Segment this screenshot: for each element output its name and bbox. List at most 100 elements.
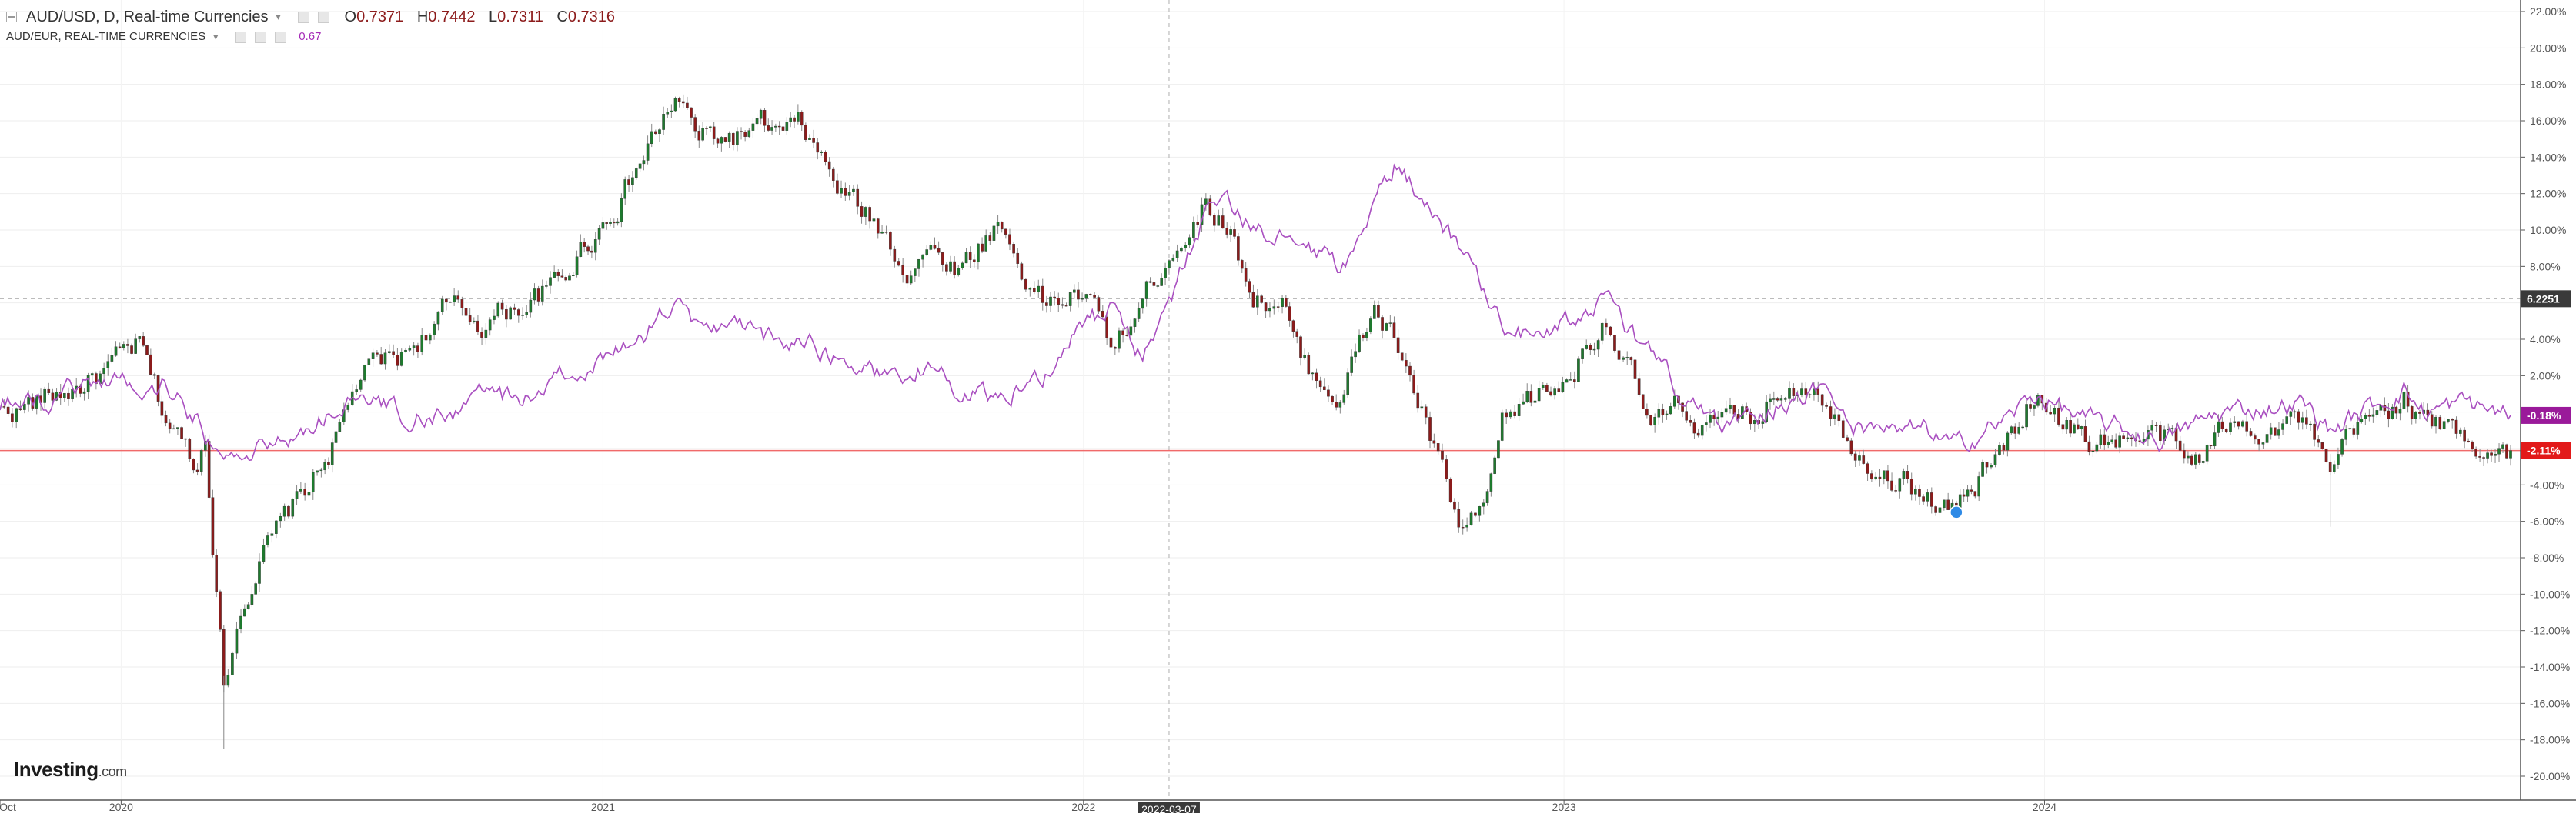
candle-body <box>1637 378 1641 395</box>
candle <box>2348 428 2352 431</box>
candle-body <box>785 122 789 131</box>
candle <box>420 328 424 356</box>
candle-body <box>1240 260 1244 269</box>
candle <box>2414 410 2417 424</box>
candle <box>1164 262 1167 285</box>
candle <box>884 225 888 235</box>
eye-icon[interactable] <box>235 31 247 43</box>
candle-body <box>2332 464 2336 472</box>
candle <box>755 113 759 131</box>
candle <box>1285 295 1288 308</box>
candle <box>2182 443 2186 464</box>
candle-body <box>1469 512 1473 525</box>
candle <box>921 254 924 268</box>
candle <box>1000 221 1004 233</box>
candle <box>1240 258 1244 274</box>
candle <box>1118 327 1121 353</box>
candle <box>219 589 222 632</box>
eye-icon[interactable] <box>297 11 309 23</box>
candle <box>1665 410 1669 420</box>
candle-body <box>1926 492 1929 502</box>
candle <box>1553 385 1556 400</box>
candle-body <box>789 117 792 122</box>
event-marker-icon[interactable] <box>1950 505 1963 519</box>
candle-body <box>1323 386 1326 391</box>
candle-body <box>820 152 824 153</box>
legend-symbol[interactable]: AUD/USD, D, Real-time Currencies <box>26 8 269 25</box>
candle <box>1109 336 1113 354</box>
candle <box>1323 378 1326 391</box>
candle <box>2122 432 2125 439</box>
candle-body <box>759 110 763 119</box>
candle-body <box>2418 412 2421 414</box>
chevron-down-icon[interactable]: ▾ <box>276 12 281 22</box>
candle-body <box>1377 305 1380 318</box>
candle-body <box>1998 445 2001 455</box>
candle-body <box>2265 434 2269 443</box>
candle-body <box>705 128 708 129</box>
candle-body <box>219 591 222 630</box>
candle <box>1533 393 1537 408</box>
candle <box>1342 389 1346 405</box>
candle <box>2103 429 2107 450</box>
candle-body <box>2438 416 2442 429</box>
candle-body <box>1585 345 1589 349</box>
candle-body <box>1125 335 1129 336</box>
chevron-down-icon[interactable]: ▾ <box>213 32 219 42</box>
candle <box>1057 292 1061 312</box>
candle-body <box>1700 425 1704 436</box>
candle <box>1973 491 1977 499</box>
candle-body <box>1303 355 1306 358</box>
candle-body <box>2017 426 2021 434</box>
candle-body <box>215 555 219 592</box>
candle-body <box>235 628 239 654</box>
candle-body <box>1400 352 1404 361</box>
candle-body <box>2430 414 2434 427</box>
candle <box>529 292 533 318</box>
candle <box>2494 449 2497 463</box>
candle <box>972 254 976 268</box>
candle-body <box>1525 391 1529 402</box>
candle-body <box>2505 444 2508 459</box>
candle-body <box>1248 281 1251 293</box>
candle-body <box>808 138 811 140</box>
candle <box>1093 292 1096 299</box>
close-icon[interactable] <box>275 31 287 43</box>
candle <box>1156 284 1160 289</box>
candle-body <box>1093 295 1096 298</box>
candle-body <box>553 272 556 278</box>
candle-body <box>860 206 864 217</box>
candle <box>525 305 529 318</box>
candle <box>556 269 560 282</box>
y-tick-label: -12.00% <box>2530 625 2570 637</box>
candle-body <box>1661 408 1665 415</box>
candle <box>1918 484 1921 505</box>
candle-body <box>2126 437 2130 439</box>
candle-body <box>1251 292 1255 308</box>
candle-body <box>2021 426 2024 429</box>
candle <box>1133 318 1137 333</box>
candle <box>2187 451 2190 464</box>
settings-icon[interactable] <box>255 31 267 43</box>
candle-body <box>736 131 739 145</box>
candle <box>2233 416 2237 428</box>
candle <box>2406 385 2410 413</box>
settings-icon[interactable] <box>317 11 329 23</box>
candle <box>2352 424 2356 438</box>
collapse-icon[interactable] <box>6 12 17 22</box>
candle-body <box>1769 398 1772 402</box>
candle-body <box>949 261 952 272</box>
candle-body <box>1853 453 1857 461</box>
candle-body <box>1609 326 1612 335</box>
candle <box>914 268 917 283</box>
legend-compare-symbol[interactable]: AUD/EUR, REAL-TIME CURRENCIES <box>6 30 206 43</box>
candle-body <box>2261 442 2265 445</box>
ohlc-close-value: 0.7316 <box>567 8 616 25</box>
candle <box>1592 342 1596 355</box>
candle-body <box>1970 489 1973 492</box>
candle <box>650 123 653 148</box>
candle-body <box>1569 379 1572 381</box>
candle-body <box>106 361 110 368</box>
